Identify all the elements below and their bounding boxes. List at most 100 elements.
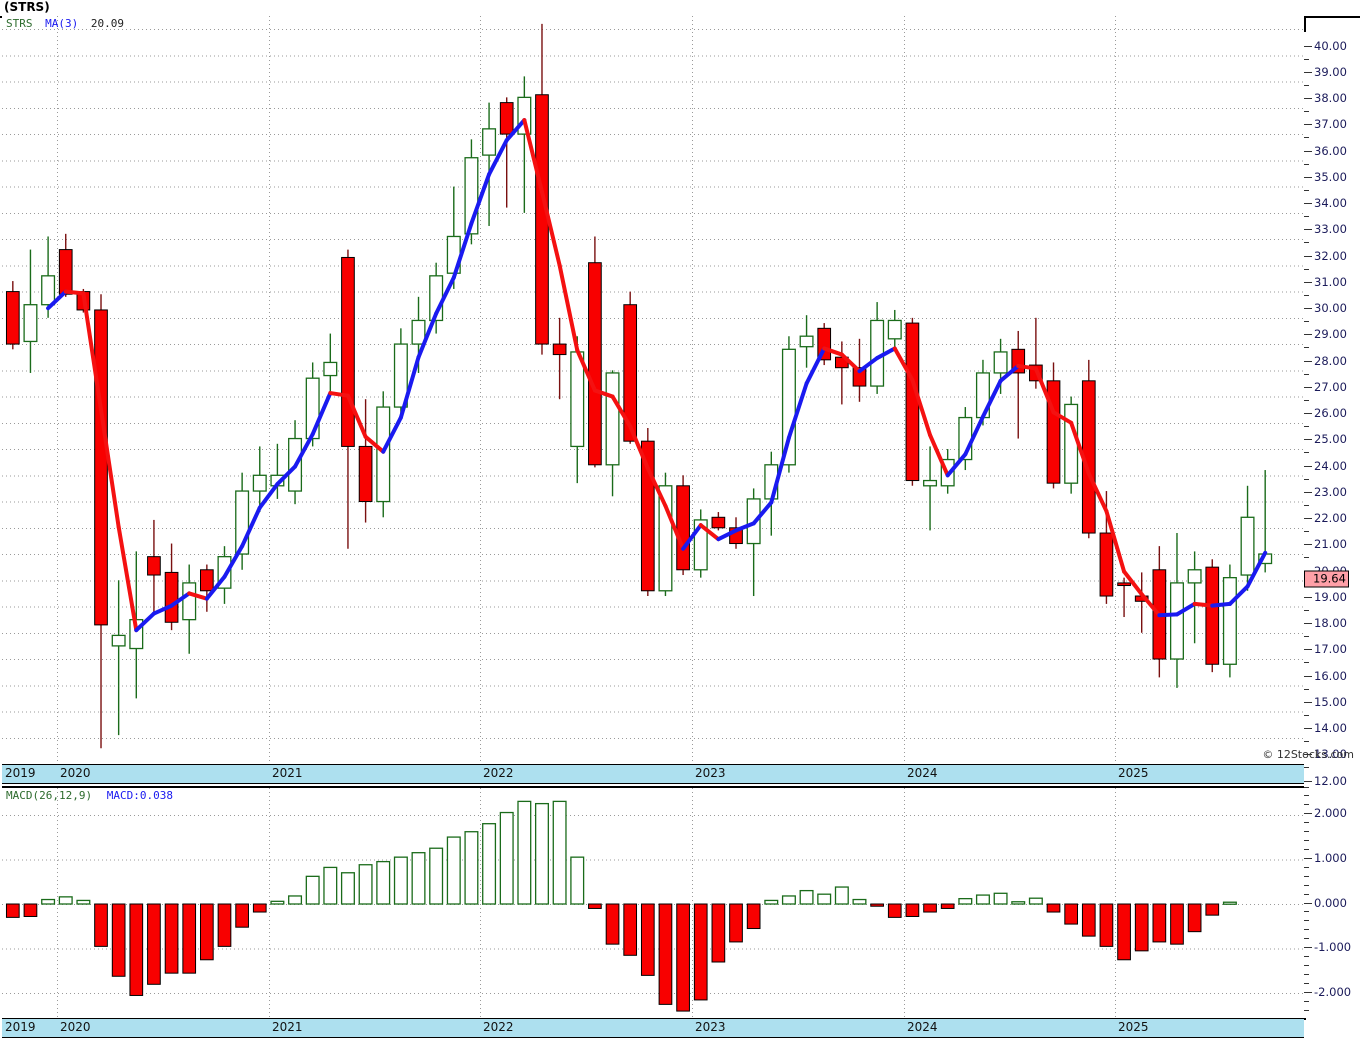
macd-axis-minor-tick [1304,894,1309,895]
price-axis-minor-tick [1304,400,1309,401]
price-axis-minor-tick [1304,347,1309,348]
x-axis-year-label: 2023 [695,766,726,780]
macd-axis-minor-tick [1304,911,1309,912]
price-axis-tick: 21.00 [1314,537,1347,552]
price-axis-minor-tick [1304,662,1309,663]
price-axis-minor-tick [1304,767,1309,768]
macd-axis-tick: -1.000 [1314,940,1352,955]
price-axis-minor-tick [1304,164,1309,165]
price-axis-tickmark [1304,361,1312,362]
macd-panel: MACD(26,12,9) MACD:0.038 2019 2020 2021 202… [0,786,1360,1038]
price-axis-minor-tick [1304,689,1309,690]
x-axis-year-label: 2019 [5,766,36,780]
price-axis-tickmark [1304,676,1312,677]
price-plot-area[interactable]: STRS MA(3) 20.09 [2,16,1306,764]
x-axis-year-label: 2024 [907,766,938,780]
price-axis-tickmark [1304,413,1312,414]
price-axis-tick: 19.00 [1314,589,1347,604]
price-axis-tick: 37.00 [1314,117,1347,132]
macd-axis-minor-tick [1304,974,1309,975]
price-axis-minor-tick [1304,531,1309,532]
macd-axis-minor-tick [1304,903,1309,904]
macd-axis-minor-tick [1304,831,1309,832]
price-axis-tick: 15.00 [1314,694,1347,709]
x-axis-year-label: 2020 [60,766,91,780]
price-axis-tickmark [1304,387,1312,388]
price-axis-minor-tick [1304,59,1309,60]
macd-axis-minor-tick [1304,867,1309,868]
price-y-axis: 40.00 39.00 38.00 37.00 36.00 35.00 34.00 33.00… [1304,32,1360,788]
price-x-axis-band: 2019 2020 2021 2022 2023 2024 2025 [2,764,1304,784]
price-axis-tickmark [1304,544,1312,545]
macd-plot-area[interactable]: MACD(26,12,9) MACD:0.038 [2,786,1306,1020]
price-axis-tickmark [1304,282,1312,283]
x-axis-year-label: 2022 [483,1020,514,1034]
x-axis-year-label: 2025 [1118,766,1149,780]
price-axis-minor-tick [1304,85,1309,86]
macd-legend: MACD(26,12,9) MACD:0.038 [6,790,173,802]
price-axis-minor-tick [1304,190,1309,191]
macd-axis-minor-tick [1304,1001,1309,1002]
macd-axis-tick: -2.000 [1314,984,1352,999]
price-axis-tickmark [1304,492,1312,493]
price-axis-tick: 38.00 [1314,91,1347,106]
price-legend: STRS MA(3) 20.09 [6,18,124,30]
macd-legend-value: MACD:0.038 [106,789,173,802]
price-axis-tick: 17.00 [1314,642,1347,657]
price-axis-minor-tick [1304,242,1309,243]
price-axis-tickmark [1304,151,1312,152]
price-axis-tickmark [1304,623,1312,624]
last-price-tag: 19.64 [1304,570,1349,588]
price-axis-minor-tick [1304,741,1309,742]
price-axis-tick: 34.00 [1314,196,1347,211]
price-axis-minor-tick [1304,426,1309,427]
price-axis-tick: 12.00 [1314,773,1347,788]
price-axis-tick: 36.00 [1314,143,1347,158]
macd-axis-minor-tick [1304,929,1309,930]
price-axis-minor-tick [1304,269,1309,270]
price-axis-tickmark [1304,439,1312,440]
x-axis-year-label: 2022 [483,766,514,780]
price-axis-tick: 32.00 [1314,248,1347,263]
price-axis-tickmark [1304,203,1312,204]
price-axis-minor-tick [1304,479,1309,480]
price-axis-minor-tick [1304,505,1309,506]
page-title: (STRS) [4,0,50,14]
price-axis-tick: 24.00 [1314,458,1347,473]
macd-axis-minor-tick [1304,938,1309,939]
price-axis-tick: 29.00 [1314,327,1347,342]
price-axis-tick: 27.00 [1314,379,1347,394]
price-axis-minor-tick [1304,216,1309,217]
x-axis-year-label: 2025 [1118,1020,1149,1034]
macd-axis-minor-tick [1304,876,1309,877]
macd-legend-name: MACD(26,12,9) [6,789,93,802]
price-axis-minor-tick [1304,452,1309,453]
price-panel: STRS MA(3) 20.09 40.00 39.00 38.00 37.00 36.… [0,16,1360,788]
price-axis-minor-tick [1304,636,1309,637]
price-axis-tickmark [1304,308,1312,309]
macd-axis-minor-tick [1304,849,1309,850]
price-axis-tick: 30.00 [1314,301,1347,316]
price-axis-tickmark [1304,46,1312,47]
price-axis-tickmark [1304,518,1312,519]
price-axis-minor-tick [1304,321,1309,322]
price-axis-tick: 14.00 [1314,721,1347,735]
macd-y-axis: 2.000 1.000 0.000 -1.000 -2.000 [1304,786,1360,1018]
price-axis-tickmark [1304,466,1312,467]
price-axis-tick: 16.00 [1314,668,1347,683]
price-axis-minor-tick [1304,111,1309,112]
macd-axis-minor-tick [1304,956,1309,957]
price-axis-minor-tick [1304,557,1309,558]
price-axis-tick: 40.00 [1314,38,1347,53]
macd-axis-minor-tick [1304,858,1309,859]
price-axis-tick: 39.00 [1314,64,1347,79]
macd-histogram-svg [2,788,1304,1020]
price-axis-minor-tick [1304,374,1309,375]
macd-axis-tick: 0.000 [1314,895,1347,910]
price-axis-minor-tick [1304,715,1309,716]
macd-axis-minor-tick [1304,983,1309,984]
price-axis-tick: 18.00 [1314,616,1347,631]
price-axis-tickmark [1304,256,1312,257]
macd-axis-minor-tick [1304,885,1309,886]
